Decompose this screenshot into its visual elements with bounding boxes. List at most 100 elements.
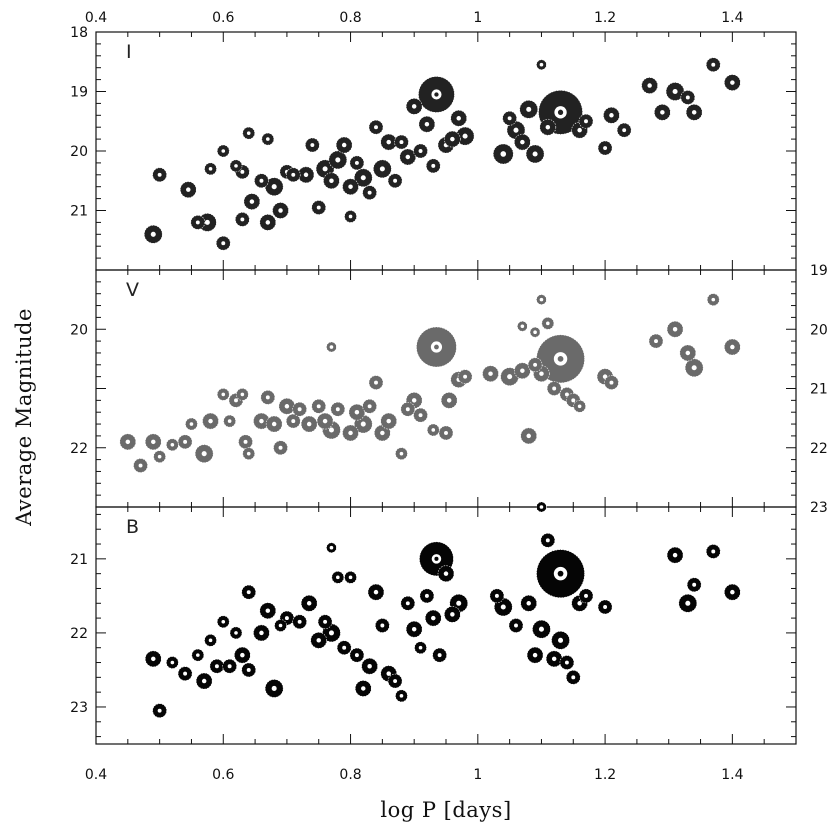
- data-point: [527, 357, 543, 373]
- y-tick-label-left: 19: [70, 85, 88, 101]
- y-tick-label-left: 22: [70, 441, 88, 457]
- data-point: [222, 658, 237, 674]
- data-point: [400, 595, 416, 611]
- panel-frame-V: [95, 269, 797, 508]
- data-point: [166, 656, 179, 669]
- data-point: [686, 577, 702, 593]
- data-point: [234, 646, 251, 664]
- data-point: [514, 133, 531, 151]
- data-point: [706, 293, 720, 306]
- data-point: [311, 200, 327, 215]
- data-point: [367, 583, 385, 601]
- data-point: [724, 338, 741, 356]
- y-tick-label-right: 22: [810, 441, 828, 457]
- y-tick-label-left: 20: [70, 144, 88, 160]
- data-point: [724, 74, 741, 91]
- data-point: [654, 104, 671, 121]
- data-point: [536, 549, 585, 598]
- data-point: [684, 358, 704, 378]
- data-point: [413, 407, 428, 423]
- x-tick-label-bottom: 0.8: [339, 767, 361, 783]
- data-point: [426, 423, 440, 437]
- data-point: [432, 647, 447, 663]
- data-point: [260, 390, 276, 405]
- data-point: [440, 392, 458, 409]
- data-point: [540, 533, 556, 548]
- data-point: [241, 584, 257, 600]
- data-point: [525, 144, 545, 164]
- data-point: [216, 388, 230, 401]
- data-point: [144, 650, 162, 668]
- y-tick-label-left: 20: [70, 322, 88, 338]
- data-point: [616, 122, 632, 138]
- data-point: [418, 115, 436, 133]
- data-point: [387, 173, 403, 189]
- data-point: [285, 413, 301, 429]
- data-point: [578, 113, 594, 129]
- data-point: [336, 640, 352, 656]
- data-point: [492, 143, 514, 165]
- frames-and-ticks: [95, 31, 797, 745]
- data-point: [204, 162, 217, 176]
- x-tick-label-top: 1.4: [721, 10, 743, 26]
- data-point: [292, 614, 307, 630]
- data-point: [597, 599, 613, 615]
- data-point: [520, 427, 538, 445]
- data-point: [229, 626, 243, 640]
- tick-labels: 18 19 20 21 I 20 22 19 20 21 22 23 V 21 22 23 B 0.4 0.4 0.6…: [70, 10, 828, 783]
- data-point: [259, 602, 277, 619]
- data-point: [229, 159, 243, 173]
- data-point: [437, 565, 455, 582]
- data-point: [387, 673, 403, 689]
- data-point: [204, 634, 217, 647]
- data-point: [665, 82, 685, 101]
- data-point: [235, 212, 250, 227]
- data-point: [541, 317, 555, 330]
- x-tick-label-bottom: 1.4: [721, 767, 743, 783]
- data-point: [565, 670, 581, 685]
- data-point: [362, 185, 377, 200]
- data-point: [532, 619, 551, 639]
- data-point: [311, 398, 327, 414]
- data-point: [419, 588, 435, 604]
- y-tick-label-left: 23: [70, 700, 88, 716]
- data-point: [416, 326, 457, 368]
- data-point: [272, 202, 289, 219]
- data-point: [300, 594, 318, 612]
- data-point: [444, 606, 461, 623]
- data-point: [243, 193, 261, 210]
- y-tick-label-right: 19: [810, 263, 828, 279]
- data-point: [326, 542, 337, 554]
- data-point: [328, 150, 348, 170]
- data-point: [489, 588, 505, 604]
- data-point: [194, 444, 214, 463]
- data-point: [238, 434, 253, 450]
- data-point: [144, 433, 162, 451]
- data-point: [223, 414, 236, 428]
- data-point: [395, 689, 408, 703]
- y-tick-label-right: 20: [810, 322, 828, 338]
- data-point: [278, 397, 296, 415]
- data-point: [405, 620, 423, 638]
- data-point: [285, 167, 301, 183]
- data-point: [502, 110, 517, 126]
- data-point: [264, 679, 284, 698]
- data-point: [254, 173, 269, 189]
- data-point: [679, 344, 697, 362]
- data-point: [349, 155, 365, 171]
- data-point: [264, 177, 284, 196]
- y-tick-label-left: 22: [70, 626, 88, 642]
- data-point: [344, 210, 357, 223]
- data-point: [342, 424, 359, 442]
- data-point: [348, 403, 366, 421]
- data-point: [292, 401, 307, 417]
- data-point: [424, 609, 442, 627]
- data-point: [273, 440, 288, 456]
- data-point: [353, 168, 373, 188]
- data-point: [241, 662, 257, 678]
- x-tick-label-bottom: 0.4: [85, 767, 107, 783]
- data-point: [666, 320, 684, 338]
- data-point: [153, 450, 166, 463]
- data-point: [215, 235, 231, 251]
